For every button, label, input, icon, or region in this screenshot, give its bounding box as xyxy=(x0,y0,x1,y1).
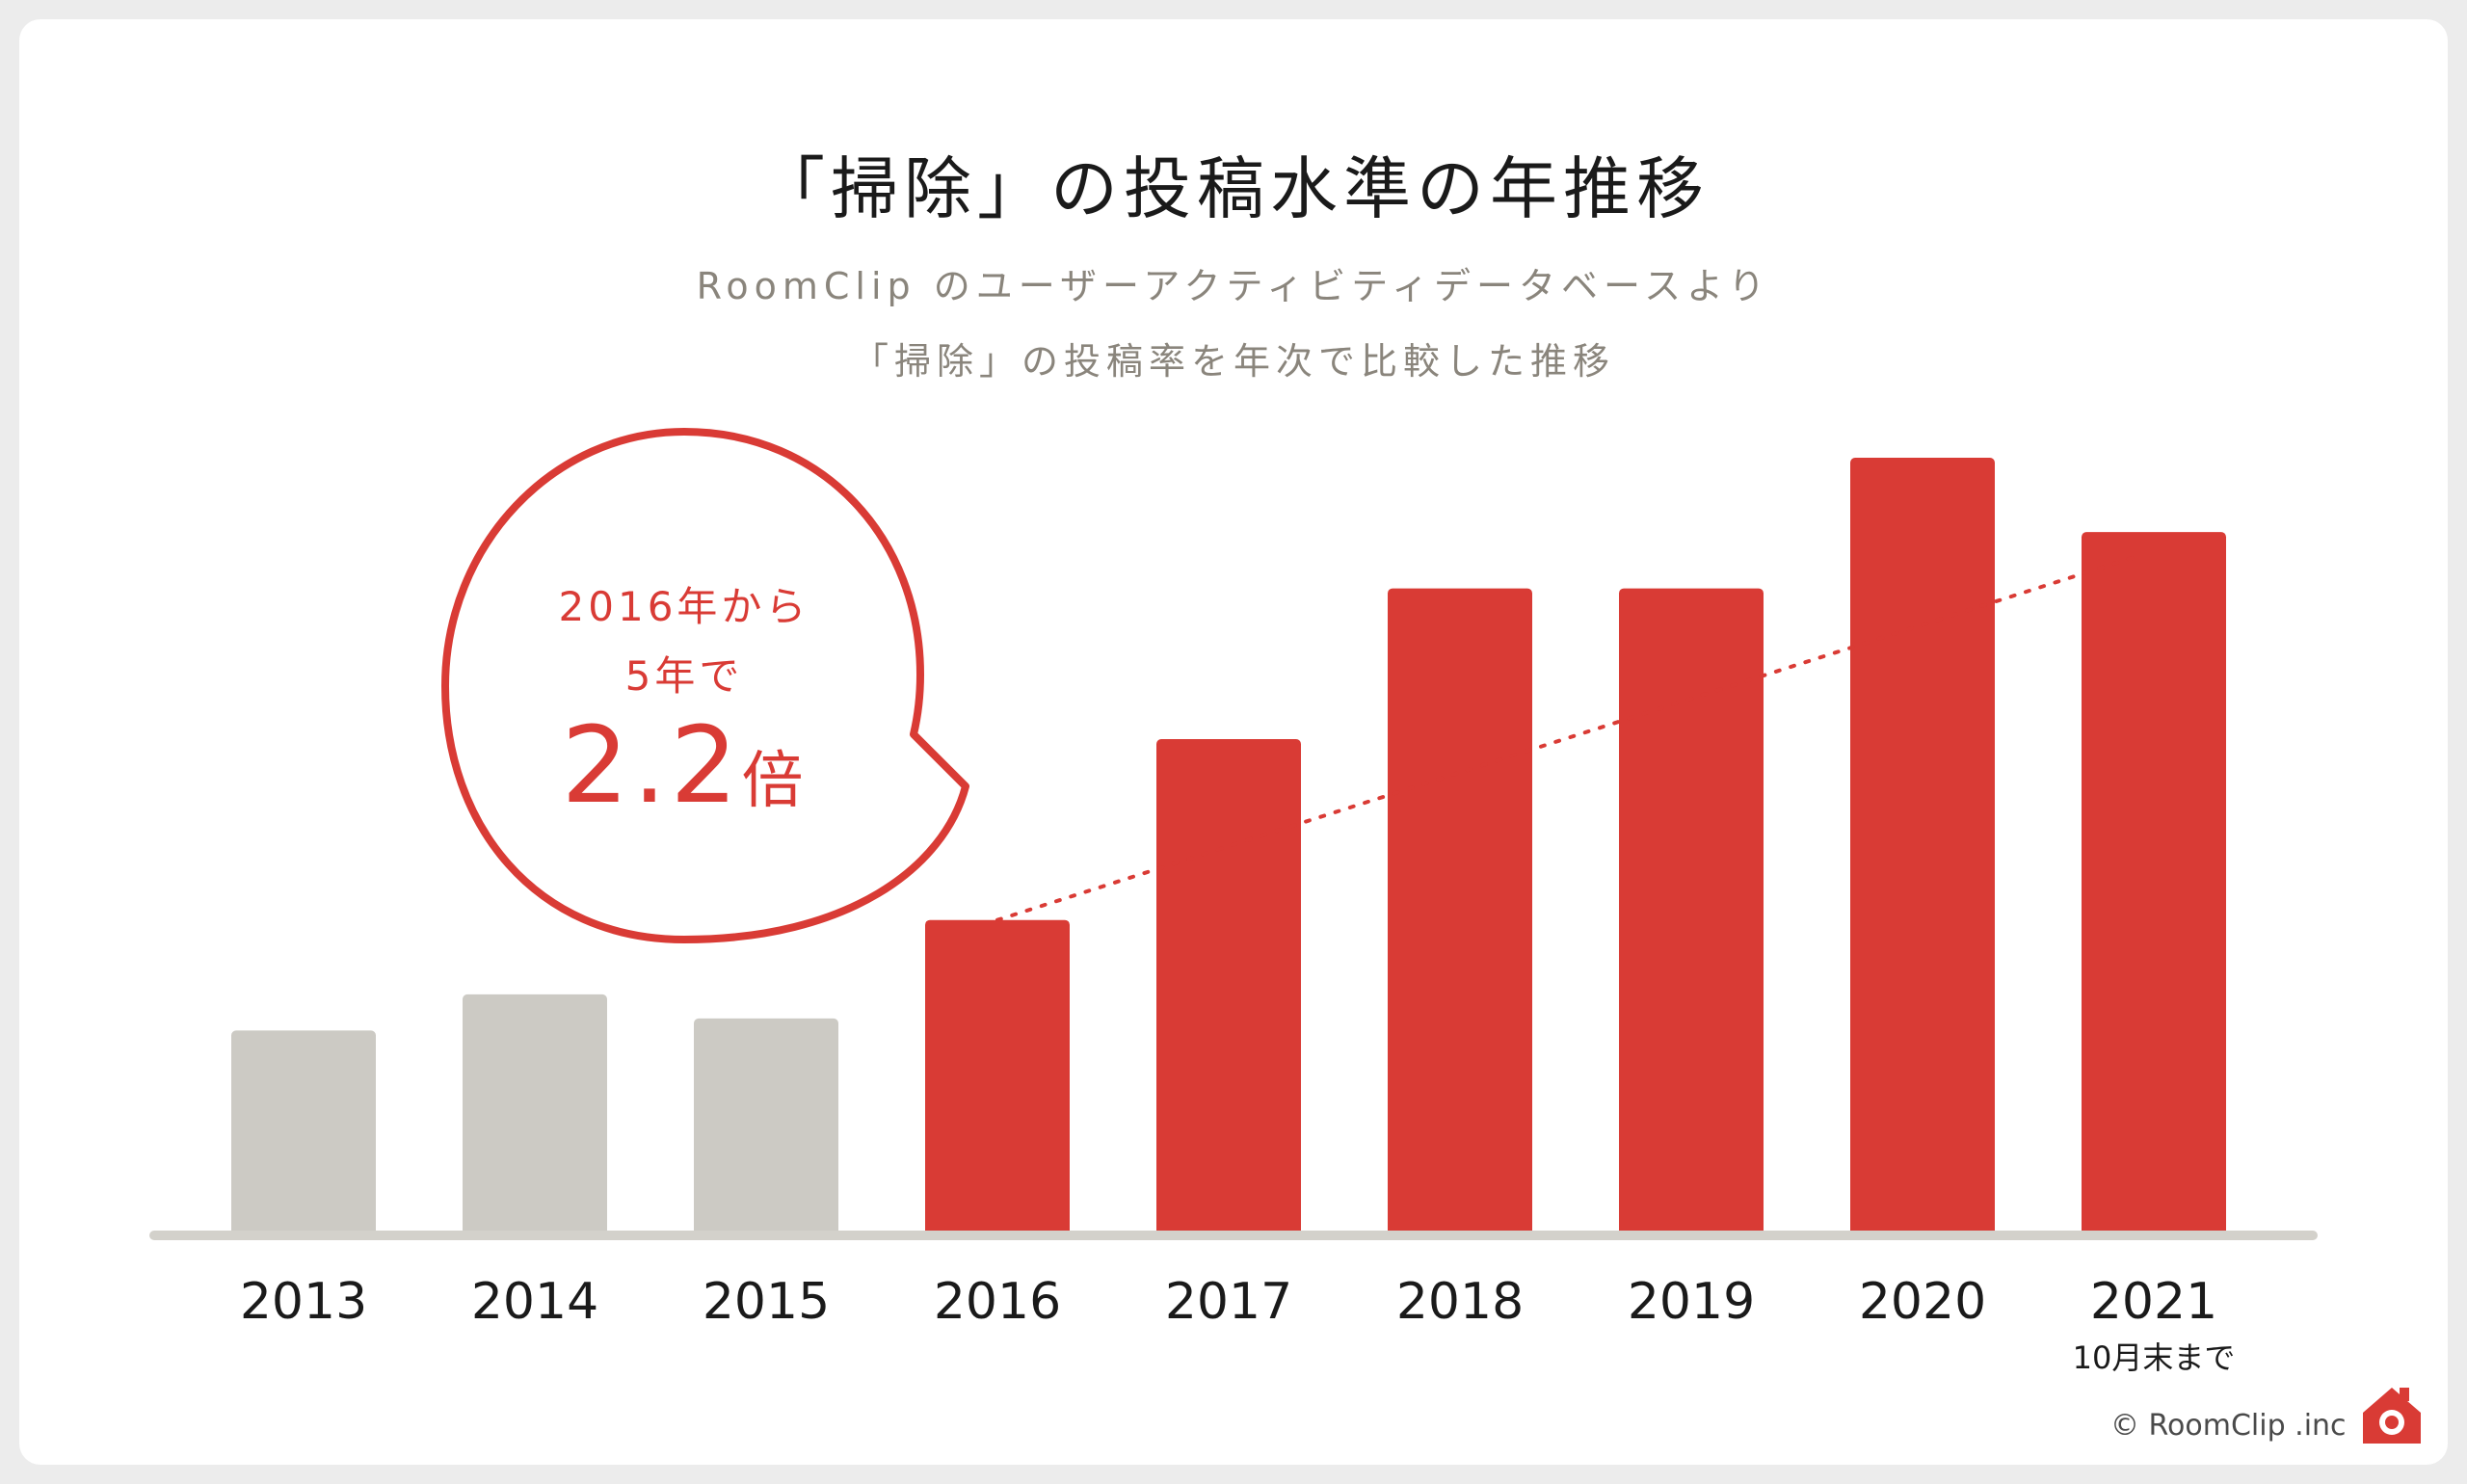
bar-2013 xyxy=(231,1030,376,1235)
callout-value-unit: 倍 xyxy=(741,746,808,817)
callout-line2: 5年で xyxy=(624,652,744,700)
callout-value-number: 2.2 xyxy=(561,703,742,827)
bar-2014 xyxy=(463,994,607,1235)
x-tick-label-2018: 2018 xyxy=(1396,1273,1524,1331)
chart-subtitle-line1: RoomClip のユーザーアクティビティデータベースより xyxy=(696,265,1771,307)
bar-2016 xyxy=(925,919,1070,1235)
x-tick-label-2021: 2021 xyxy=(2090,1273,2217,1331)
chart-title: 「掃除」の投稿水準の年推移 xyxy=(757,149,1710,228)
chart-subtitle-line2: 「掃除」の投稿率を年次で比較した推移 xyxy=(851,340,1615,383)
bar-2015 xyxy=(694,1018,838,1235)
bar-2017 xyxy=(1156,739,1301,1235)
x-tick-label-2014: 2014 xyxy=(471,1273,598,1331)
x-tick-label-2020: 2020 xyxy=(1859,1273,1986,1331)
x-tick-label-2017: 2017 xyxy=(1165,1273,1292,1331)
callout-bubble xyxy=(441,428,969,943)
callout-value: 2.2倍 xyxy=(501,703,867,827)
x-tick-label-2019: 2019 xyxy=(1628,1273,1755,1331)
trend-line xyxy=(995,555,2136,922)
bar-2020 xyxy=(1850,458,1995,1235)
x-tick-label-2016: 2016 xyxy=(934,1273,1061,1331)
x-tick-label-2015: 2015 xyxy=(703,1273,830,1331)
callout-line1: 2016年から xyxy=(558,583,810,630)
bar-2018 xyxy=(1388,588,1532,1235)
x-tick-label-2013: 2013 xyxy=(240,1273,367,1331)
footnote-2021: 10月末まで xyxy=(2072,1339,2236,1376)
copyright-text: © RoomClip .inc xyxy=(2110,1409,2347,1443)
roomclip-logo-icon xyxy=(2363,1388,2421,1444)
bar-2019 xyxy=(1619,588,1764,1235)
bar-2021 xyxy=(2082,532,2226,1235)
